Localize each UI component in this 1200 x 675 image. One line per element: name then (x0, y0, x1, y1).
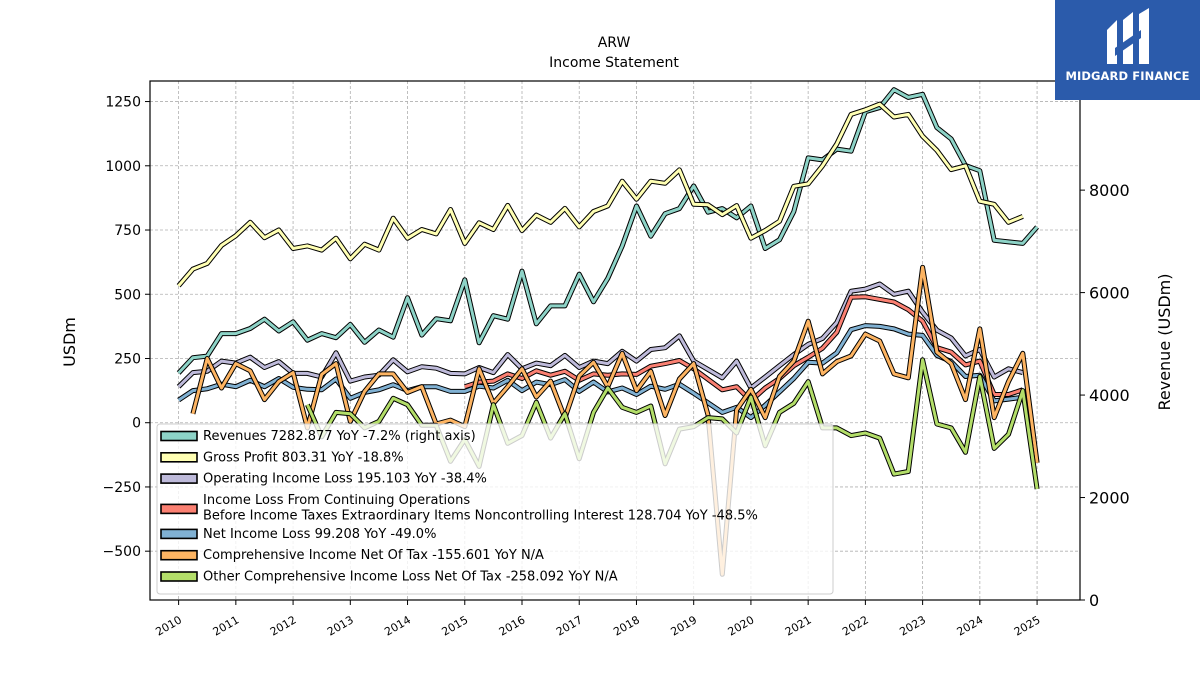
x-tick-label: 2019 (668, 613, 699, 638)
y-axis-label-left: USDm (60, 317, 79, 367)
x-tick-label: 2011 (211, 613, 242, 638)
x-tick-label: 2014 (382, 613, 413, 638)
y-tick-label-left: 500 (114, 287, 141, 303)
x-tick-label: 2020 (726, 613, 757, 638)
legend-label-7: Other Comprehensive Income Loss Net Of T… (203, 570, 618, 585)
legend-label-4: Before Income Taxes Extraordinary Items … (203, 508, 758, 523)
series-layer (176, 87, 1040, 577)
legend-label-1: Revenues 7282.877 YoY -7.2% (right axis) (203, 429, 476, 444)
midgard-finance-logo: MIDGARD FINANCE (1055, 0, 1200, 100)
legend-label-2: Gross Profit 803.31 YoY -18.8% (203, 450, 404, 465)
logo-text: MIDGARD FINANCE (1065, 69, 1190, 83)
x-tick-label: 2024 (955, 613, 986, 638)
y-tick-label-left: 250 (114, 351, 141, 367)
y-tick-label-right: 0 (1089, 591, 1099, 610)
series-stroke (191, 265, 1039, 576)
legend-swatch-6 (160, 549, 198, 561)
y-tick-label-left: −500 (103, 544, 141, 560)
x-tick-label: 2013 (325, 613, 356, 638)
midgard-logo-icon (1107, 8, 1149, 64)
plot-frame (149, 80, 1081, 601)
x-tick-label: 2025 (1012, 613, 1043, 638)
series-line-6 (190, 264, 1040, 577)
legend-label-5: Net Income Loss 99.208 YoY -49.0% (203, 527, 436, 542)
y-tick-label-left: 1000 (105, 159, 141, 175)
x-tick-label: 2023 (897, 613, 928, 638)
x-tick-label: 2018 (611, 613, 642, 638)
series-stroke (177, 88, 1039, 375)
series-stroke (177, 102, 1024, 287)
y-tick-label-left: 0 (132, 416, 141, 432)
chart-subtitle: Income Statement (549, 55, 679, 71)
legend-swatch-7 (160, 571, 198, 582)
legend-swatch-3 (160, 473, 198, 484)
y-tick-label-right: 8000 (1089, 181, 1130, 200)
legend-box (156, 423, 834, 595)
series-line-2 (176, 101, 1024, 288)
x-tick-label: 2010 (153, 613, 184, 638)
y-tick-label-right: 2000 (1089, 489, 1130, 508)
y-tick-label-left: 750 (114, 223, 141, 239)
x-tick-label: 2021 (783, 613, 814, 638)
y-tick-label-right: 6000 (1089, 284, 1130, 303)
y-tick-label-left: 1250 (105, 95, 141, 111)
legend-swatch-1 (160, 430, 198, 442)
x-tick-label: 2015 (440, 613, 471, 638)
legend-swatch-5 (160, 528, 198, 540)
legend-swatch-4 (160, 503, 198, 515)
series-outline (176, 87, 1039, 375)
x-tick-label: 2012 (268, 613, 299, 638)
legend: Revenues 7282.877 YoY -7.2% (right axis)… (156, 423, 834, 595)
legend-swatch-2 (160, 451, 198, 463)
y-axis-label-right: Revenue (USDm) (1155, 273, 1174, 410)
legend-label-3: Operating Income Loss 195.103 YoY -38.4% (203, 472, 487, 487)
chart-title: ARW (598, 35, 631, 51)
y-tick-label-right: 4000 (1089, 386, 1130, 405)
legend-label-4: Income Loss From Continuing Operations (203, 493, 470, 508)
x-tick-label: 2017 (554, 613, 585, 638)
legend-label-6: Comprehensive Income Net Of Tax -155.601… (203, 548, 544, 563)
x-tick-label: 2022 (840, 613, 871, 638)
y-tick-label-left: −250 (103, 480, 141, 496)
x-tick-label: 2016 (497, 613, 528, 638)
series-line-1 (176, 87, 1039, 375)
series-outline (176, 101, 1024, 288)
